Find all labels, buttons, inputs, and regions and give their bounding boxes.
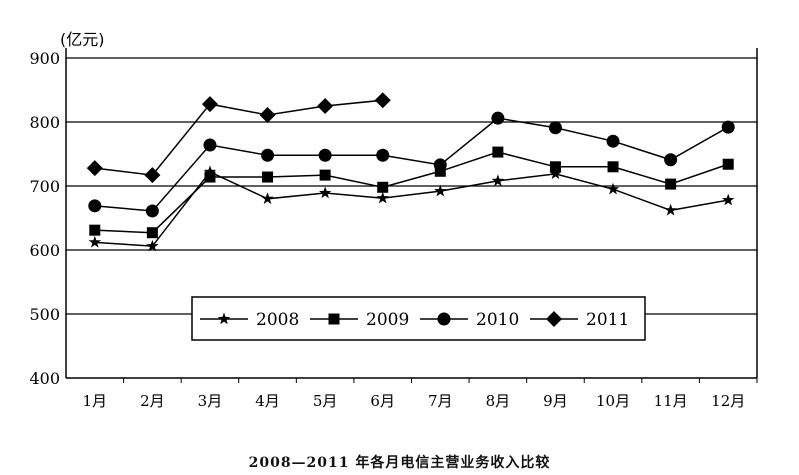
y-tick-label: 700 xyxy=(29,177,60,196)
circle-marker xyxy=(606,134,620,148)
star-marker xyxy=(217,312,231,325)
square-marker xyxy=(549,161,561,173)
legend-label: 2009 xyxy=(366,310,409,330)
legend-label: 2011 xyxy=(586,310,629,330)
diamond-marker xyxy=(546,311,562,327)
series-line-2008 xyxy=(94,170,729,247)
square-marker xyxy=(319,169,331,181)
x-tick-label: 7月 xyxy=(428,392,453,410)
diamond-marker xyxy=(317,98,334,114)
diamond-marker xyxy=(374,92,391,109)
star-marker xyxy=(146,239,159,252)
x-tick-label: 3月 xyxy=(198,392,223,410)
star-marker xyxy=(203,165,217,178)
x-tick-label: 4月 xyxy=(255,392,280,410)
square-marker xyxy=(607,161,619,173)
circle-marker xyxy=(203,138,217,152)
x-tick-label: 1月 xyxy=(83,392,108,410)
circle-marker xyxy=(437,312,451,326)
series-2011 xyxy=(86,92,391,184)
square-marker xyxy=(722,158,734,170)
y-tick-label: 900 xyxy=(29,49,60,68)
series-2008 xyxy=(88,165,735,252)
star-marker xyxy=(434,184,447,197)
x-tick-label: 6月 xyxy=(370,392,395,410)
square-marker xyxy=(492,146,504,158)
star-marker xyxy=(549,167,562,180)
circle-marker xyxy=(145,204,159,218)
star-marker xyxy=(318,186,332,199)
square-marker xyxy=(204,171,216,183)
star-marker xyxy=(606,182,620,195)
star-marker xyxy=(261,192,274,205)
square-marker xyxy=(89,224,101,236)
y-tick-label: 800 xyxy=(29,113,60,132)
star-marker xyxy=(491,174,505,187)
square-marker xyxy=(665,178,677,190)
circle-marker xyxy=(491,111,505,125)
x-tick-label: 12月 xyxy=(711,392,745,410)
star-marker xyxy=(664,203,677,216)
x-tick-label: 10月 xyxy=(596,392,630,410)
star-marker xyxy=(722,193,735,206)
circle-marker xyxy=(261,148,275,162)
x-tick-label: 2月 xyxy=(140,392,165,410)
circle-marker xyxy=(664,153,678,167)
chart-title: 2008—2011 年各月电信主营业务收入比较 xyxy=(248,455,551,471)
square-marker xyxy=(377,181,389,193)
circle-marker xyxy=(88,199,102,213)
y-tick-label: 500 xyxy=(29,305,60,324)
circle-marker xyxy=(721,120,735,134)
x-tick-label: 5月 xyxy=(313,392,338,410)
diamond-marker xyxy=(144,167,161,184)
series-2010 xyxy=(88,111,735,218)
circle-marker xyxy=(433,158,447,172)
star-marker xyxy=(88,235,101,248)
circle-marker xyxy=(376,148,390,162)
y-axis-unit-label: (亿元) xyxy=(60,30,105,49)
legend-label: 2010 xyxy=(476,310,519,330)
series-line-2009 xyxy=(94,151,729,234)
x-tick-label: 11月 xyxy=(654,392,688,410)
diamond-marker xyxy=(201,96,218,113)
circle-marker xyxy=(318,148,332,162)
series-line-2010 xyxy=(94,117,729,212)
circle-marker xyxy=(548,121,562,135)
legend-label: 2008 xyxy=(256,310,299,330)
diamond-marker xyxy=(259,106,276,123)
square-marker xyxy=(146,227,158,239)
square-marker xyxy=(328,313,340,325)
series-line-2011 xyxy=(94,99,383,176)
legend: 2008 2009 2010 2011 xyxy=(191,296,646,341)
y-tick-label: 600 xyxy=(29,241,60,260)
star-marker xyxy=(376,191,389,204)
y-tick-label: 400 xyxy=(29,369,60,388)
diamond-marker xyxy=(86,160,103,177)
x-tick-label: 9月 xyxy=(543,392,568,410)
square-marker xyxy=(262,171,274,183)
x-tick-label: 8月 xyxy=(486,392,511,410)
